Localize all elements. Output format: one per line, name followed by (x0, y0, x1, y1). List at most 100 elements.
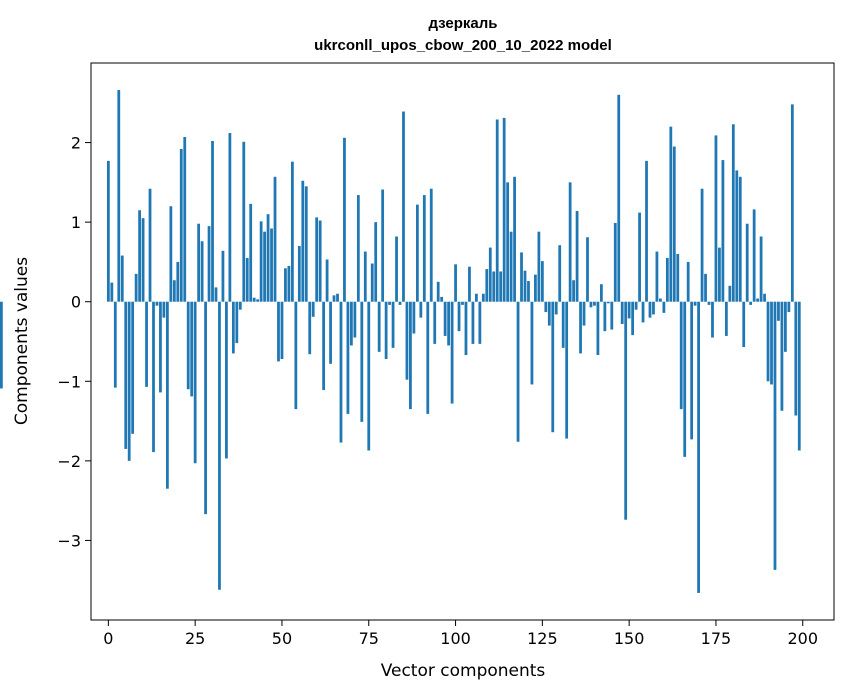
bar-155 (645, 160, 648, 302)
bar-107 (478, 301, 482, 344)
bar-100 (454, 264, 457, 302)
bar-22 (183, 137, 187, 302)
bar-105 (471, 301, 475, 344)
bar-35 (228, 133, 232, 302)
bar-95 (436, 281, 440, 302)
bar-159 (659, 298, 662, 302)
bar-134 (572, 280, 575, 302)
bar-1 (110, 282, 114, 302)
bar-73 (360, 301, 364, 422)
bar-92 (426, 301, 430, 414)
bar-145 (610, 301, 614, 330)
bar-67 (339, 301, 343, 443)
bar-20 (176, 261, 180, 302)
bar-41 (249, 203, 253, 302)
bar-126 (544, 301, 548, 313)
bar-154 (641, 301, 645, 323)
bar-15 (159, 301, 162, 393)
bar-94 (433, 301, 437, 344)
bar-115 (506, 182, 510, 302)
plot-frame (90, 62, 835, 621)
bar-164 (676, 253, 680, 302)
bar-50 (280, 301, 284, 359)
bar-5 (124, 301, 128, 449)
bar-69 (346, 301, 350, 414)
bar-148 (620, 301, 624, 324)
x-tick-label: 25 (185, 629, 205, 648)
bar-6 (127, 301, 131, 461)
x-tick-label: 50 (272, 629, 292, 648)
bar-191 (770, 301, 773, 385)
y-axis-ticks: −3 −2 −1 0 1 2 (57, 134, 91, 550)
bar-102 (461, 301, 464, 305)
bar-0 (106, 160, 110, 302)
bar-62 (322, 301, 326, 391)
bars-group (0, 90, 801, 593)
bar-47 (270, 228, 273, 302)
bar-122 (530, 301, 534, 385)
bar-141 (596, 301, 600, 356)
chart-title: дзеркаль (428, 15, 497, 32)
bar-30 (211, 140, 214, 302)
y-tick-label: −3 (57, 531, 81, 550)
bar-90 (419, 301, 423, 318)
bar-57 (304, 186, 308, 302)
bar-190 (766, 301, 770, 382)
bar-99 (450, 301, 454, 404)
bar-71 (353, 301, 357, 338)
bar-3 (117, 90, 121, 302)
bar-198 (794, 301, 798, 416)
bar-21 (179, 148, 183, 302)
bar-80 (384, 301, 388, 359)
bar-56 (301, 180, 305, 302)
bar-121 (527, 281, 530, 302)
bar-120 (523, 270, 527, 302)
bar-63 (325, 259, 329, 302)
bar-24 (190, 301, 194, 397)
bar-104 (468, 266, 471, 302)
bar-12 (148, 188, 152, 302)
bar-193 (777, 301, 780, 321)
bar-89 (415, 204, 419, 302)
bar-127 (547, 301, 551, 326)
bar-185 (749, 301, 753, 305)
y-tick-label: −1 (57, 372, 81, 391)
bar-147 (617, 94, 621, 302)
bar-29 (207, 226, 211, 302)
bar-149 (624, 301, 628, 520)
bar-46 (266, 214, 270, 302)
bar-70 (350, 301, 353, 346)
bar-79 (381, 189, 385, 302)
bar-138 (586, 237, 589, 302)
bar-163 (672, 146, 676, 302)
bar-59 (311, 301, 315, 317)
bar-177 (721, 160, 725, 302)
x-tick-label: 175 (701, 629, 732, 648)
bar-83 (395, 236, 398, 302)
bar-87 (409, 301, 412, 410)
bar-78 (377, 301, 381, 352)
bar-108 (481, 293, 485, 302)
bar-166 (683, 301, 687, 457)
bar-undefined (0, 301, 3, 389)
bar-195 (784, 301, 787, 352)
bar-156 (648, 301, 652, 318)
bar-58 (308, 301, 312, 355)
bar-93 (429, 188, 433, 302)
bar-98 (447, 301, 450, 346)
bar-183 (742, 301, 746, 348)
bar-72 (356, 195, 360, 302)
bar-31 (214, 287, 218, 302)
bar-111 (492, 271, 496, 302)
x-tick-label: 0 (103, 629, 113, 648)
bar-180 (731, 124, 735, 302)
bar-130 (558, 245, 562, 302)
x-tick-label: 125 (527, 629, 558, 648)
bar-55 (297, 246, 301, 302)
bar-64 (329, 301, 332, 364)
x-tick-label: 150 (614, 629, 645, 648)
y-tick-label: 1 (71, 213, 81, 232)
bar-136 (579, 301, 582, 354)
bar-39 (242, 141, 246, 302)
